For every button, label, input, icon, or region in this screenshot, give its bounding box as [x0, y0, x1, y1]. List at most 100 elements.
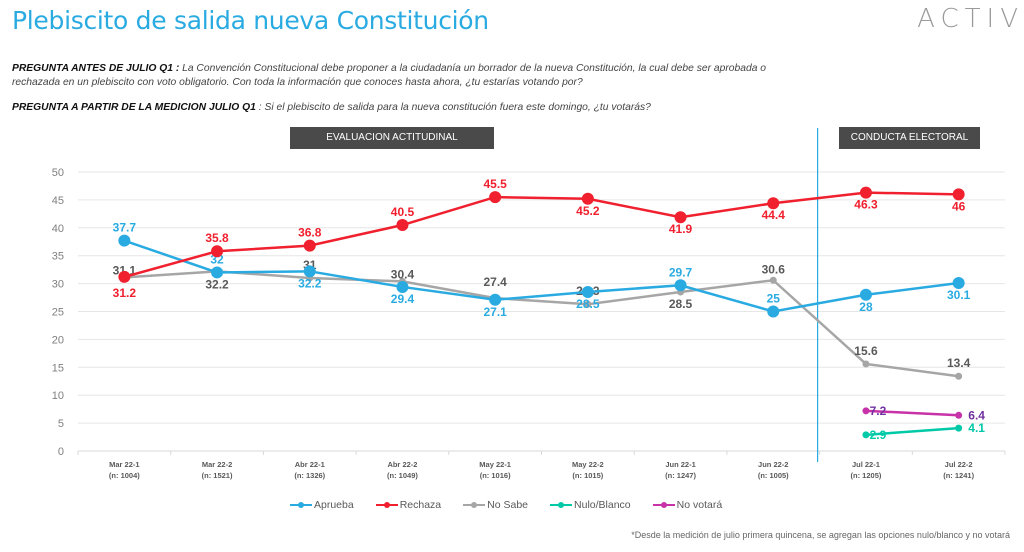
- x-tick-sample-size: (n: 1049): [387, 471, 418, 480]
- x-tick-label: Abr 22-2: [387, 460, 417, 469]
- section-conducta-electoral: CONDUCTA ELECTORAL: [839, 127, 980, 149]
- data-label-aprueba: 32.2: [298, 276, 322, 290]
- data-point-no-sabe: [584, 300, 592, 308]
- x-tick-sample-size: (n: 1004): [109, 471, 140, 480]
- data-label-nulo-blanco: 2.9: [870, 428, 887, 442]
- x-tick-sample-size: (n: 1015): [572, 471, 603, 480]
- data-point-nulo-blanco: [862, 431, 870, 439]
- data-point-rechaza: [118, 270, 131, 283]
- y-tick-label: 50: [52, 167, 64, 179]
- series-line-nulo-blanco: [865, 426, 959, 437]
- data-point-aprueba: [303, 265, 316, 278]
- data-label-rechaza: 31.2: [113, 286, 137, 300]
- legend-label: No votará: [676, 499, 723, 511]
- data-label-rechaza: 41.9: [669, 222, 693, 236]
- legend-item: No Sabe: [463, 499, 528, 511]
- series-line-rechaza: [124, 191, 959, 279]
- data-point-rechaza: [767, 197, 780, 210]
- data-point-rechaza: [211, 245, 224, 258]
- legend-label: Rechaza: [399, 499, 442, 511]
- data-label-rechaza: 45.5: [483, 177, 507, 191]
- legend-swatch-icon: [290, 500, 312, 510]
- question-from-july: PREGUNTA A PARTIR DE LA MEDICION JULIO Q…: [12, 101, 812, 115]
- x-tick-label: Jun 22-1: [665, 460, 695, 469]
- x-tick-sample-size: (n: 1205): [851, 471, 882, 480]
- series-line-no-votar-: [865, 409, 959, 417]
- x-tick-label: May 22-2: [572, 460, 604, 469]
- data-label-aprueba: 29.7: [669, 265, 693, 279]
- series-line-no-sabe: [124, 270, 959, 378]
- data-label-nulo-blanco: 4.1: [968, 421, 985, 435]
- legend-swatch-icon: [463, 500, 486, 510]
- data-point-aprueba: [211, 266, 224, 279]
- x-tick-label: Mar 22-1: [109, 460, 139, 469]
- data-label-aprueba: 37.7: [113, 221, 137, 235]
- y-tick-label: 40: [52, 223, 64, 235]
- data-label-rechaza: 45.2: [576, 204, 600, 218]
- data-point-rechaza: [581, 192, 594, 205]
- section-evaluacion-actitudinal: EVALUACION ACTITUDINAL: [290, 127, 494, 149]
- question-text: : Si el plebiscito de salida para la nue…: [255, 102, 651, 113]
- x-tick-label: Abr 22-1: [295, 460, 325, 469]
- x-tick-label: Jul 22-1: [852, 460, 880, 469]
- legend-label: Nulo/Blanco: [574, 499, 631, 511]
- data-point-nulo-blanco: [955, 424, 963, 432]
- x-tick-label: Jun 22-2: [758, 460, 788, 469]
- data-label-rechaza: 46: [952, 199, 966, 213]
- y-tick-label: 20: [52, 334, 64, 346]
- legend-item: Aprueba: [290, 499, 354, 511]
- x-tick-sample-size: (n: 1326): [294, 471, 325, 480]
- data-label-aprueba: 29.4: [391, 292, 415, 306]
- legend-swatch-icon: [375, 500, 398, 510]
- y-tick-label: 25: [52, 307, 64, 319]
- data-label-no-sabe: 13.4: [947, 356, 971, 370]
- data-point-aprueba: [396, 280, 409, 293]
- y-tick-label: 0: [58, 446, 64, 458]
- chart-legend: Aprueba Rechaza No Sabe Nulo/Blanco No votar…: [290, 499, 722, 511]
- data-point-no-sabe: [862, 360, 870, 368]
- data-label-rechaza: 46.3: [854, 198, 878, 212]
- legend-label: No Sabe: [487, 499, 529, 511]
- y-tick-label: 45: [52, 195, 64, 207]
- data-label-aprueba: 25: [767, 292, 781, 306]
- y-tick-label: 15: [52, 362, 64, 374]
- data-label-rechaza: 40.5: [391, 205, 415, 219]
- data-point-aprueba: [674, 279, 687, 292]
- legend-swatch-icon: [550, 500, 573, 510]
- legend-item: No votará: [652, 499, 723, 511]
- x-tick-sample-size: (n: 1247): [665, 471, 696, 480]
- data-label-rechaza: 35.8: [205, 231, 229, 245]
- legend-item: Nulo/Blanco: [550, 499, 631, 511]
- data-point-rechaza: [859, 186, 872, 199]
- data-point-aprueba: [118, 234, 131, 247]
- series-line-aprueba: [123, 239, 959, 313]
- data-point-rechaza: [674, 211, 687, 224]
- data-label-no-sabe: 30.6: [762, 262, 786, 276]
- data-label-aprueba: 30.1: [947, 288, 971, 302]
- data-point-aprueba: [767, 305, 780, 318]
- question-label: PREGUNTA A PARTIR DE LA MEDICION JULIO Q…: [12, 102, 256, 113]
- data-label-no-votar-: 7.2: [870, 404, 887, 418]
- data-label-no-sabe: 27.4: [483, 275, 507, 289]
- data-point-no-votar-: [862, 407, 870, 415]
- data-point-aprueba: [859, 288, 872, 301]
- data-label-aprueba: 28: [859, 300, 873, 314]
- y-tick-label: 5: [58, 418, 64, 430]
- data-label-rechaza: 44.4: [762, 208, 786, 222]
- x-tick-label: Mar 22-2: [202, 460, 232, 469]
- legend-label: Aprueba: [314, 499, 354, 511]
- x-tick-sample-size: (n: 1241): [943, 471, 974, 480]
- y-tick-label: 10: [52, 390, 64, 402]
- data-point-rechaza: [303, 239, 316, 252]
- y-tick-label: 30: [52, 279, 64, 291]
- question-text: La Convención Constitucional debe propon…: [12, 63, 767, 88]
- data-label-no-sabe: 15.6: [854, 344, 878, 358]
- question-before-july: PREGUNTA ANTES DE JULIO Q1 : La Convenci…: [12, 62, 812, 90]
- footnote: *Desde la medición de julio primera quin…: [631, 530, 1010, 540]
- y-tick-label: 35: [52, 251, 64, 263]
- data-label-rechaza: 36.8: [298, 226, 322, 240]
- data-point-no-votar-: [955, 411, 963, 419]
- data-point-rechaza: [489, 191, 502, 204]
- data-label-no-sabe: 32.2: [205, 277, 229, 291]
